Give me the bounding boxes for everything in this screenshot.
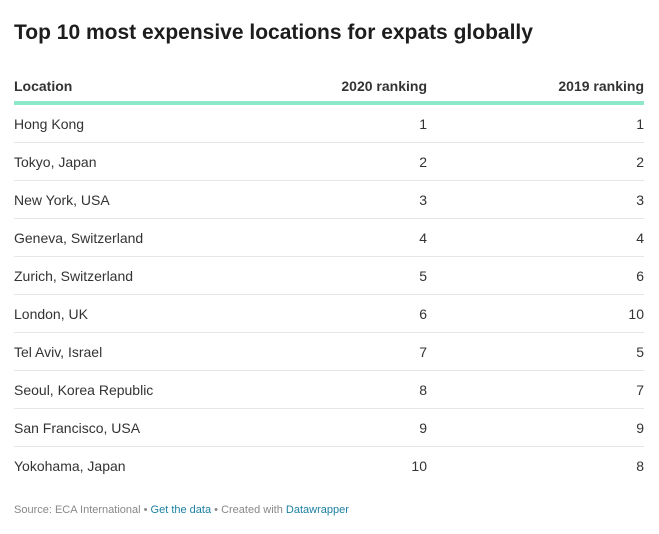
ranking-2019-cell: 6 (427, 256, 644, 295)
table-row: London, UK 6 10 (14, 294, 644, 333)
ranking-2020-cell: 4 (304, 218, 427, 257)
location-cell: Yokohama, Japan (14, 457, 126, 474)
ranking-2019-cell: 2 (427, 142, 644, 181)
footer-separator: • (140, 504, 151, 516)
table-row: Hong Kong 1 1 (14, 103, 644, 143)
location-cell: Seoul, Korea Republic (14, 370, 304, 409)
table-row: New York, USA 3 3 (14, 180, 644, 219)
column-header-location[interactable]: Location (14, 70, 304, 105)
get-the-data-link[interactable]: Get the data (150, 504, 212, 516)
ranking-2020-cell: 5 (304, 256, 427, 295)
source-text: Source: ECA International (14, 504, 141, 516)
ranking-2020-cell: 3 (304, 180, 427, 219)
ranking-2020-cell: 8 (304, 370, 427, 409)
location-cell: New York, USA (14, 180, 304, 219)
location-cell: London, UK (14, 294, 304, 333)
ranking-2019-cell: 8 (636, 457, 644, 474)
table-row: Geneva, Switzerland 4 4 (14, 218, 644, 257)
table-row: Tokyo, Japan 2 2 (14, 142, 644, 181)
datawrapper-link[interactable]: Datawrapper (285, 504, 349, 516)
column-header-2020-ranking[interactable]: 2020 ranking (304, 70, 427, 105)
table-header: Location 2020 ranking 2019 ranking (14, 70, 644, 105)
location-cell: Zurich, Switzerland (14, 256, 304, 295)
ranking-2019-cell: 5 (427, 332, 644, 371)
header-row: Location 2020 ranking 2019 ranking (14, 70, 644, 105)
location-cell: San Francisco, USA (14, 408, 304, 447)
created-with-text: Created with (221, 504, 283, 516)
ranking-2019-cell: 4 (427, 218, 644, 257)
table-row: Seoul, Korea Republic 8 7 (14, 370, 644, 409)
ranking-2020-cell: 2 (304, 142, 427, 181)
ranking-2020-cell: 1 (304, 103, 427, 143)
ranking-table: Location 2020 ranking 2019 ranking Hong … (14, 70, 644, 484)
ranking-2019-cell: 9 (427, 408, 644, 447)
ranking-2019-cell: 3 (427, 180, 644, 219)
ranking-2019-cell: 7 (427, 370, 644, 409)
ranking-2020-cell: 9 (304, 408, 427, 447)
table-row: Tel Aviv, Israel 7 5 (14, 332, 644, 371)
chart-title: Top 10 most expensive locations for expa… (14, 21, 533, 44)
location-cell: Tel Aviv, Israel (14, 332, 304, 371)
chart-footer: Source: ECA International • Get the data… (14, 503, 349, 517)
table-row: Zurich, Switzerland 5 6 (14, 256, 644, 295)
table-row: Yokohama, Japan 10 8 (14, 447, 644, 485)
ranking-2020-cell: 7 (304, 332, 427, 371)
location-cell: Tokyo, Japan (14, 142, 304, 181)
ranking-2019-cell: 1 (427, 103, 644, 143)
location-cell: Hong Kong (14, 103, 304, 143)
table-row: San Francisco, USA 9 9 (14, 408, 644, 447)
footer-separator: • (211, 504, 222, 516)
column-header-2019-ranking[interactable]: 2019 ranking (427, 70, 644, 105)
table-body: Hong Kong 1 1 Tokyo, Japan 2 2 New York, USA 3 3… (14, 103, 644, 484)
ranking-2020-cell: 6 (304, 294, 427, 333)
ranking-2019-cell: 10 (427, 294, 644, 333)
ranking-2020-cell: 10 (411, 457, 427, 474)
location-cell: Geneva, Switzerland (14, 218, 304, 257)
